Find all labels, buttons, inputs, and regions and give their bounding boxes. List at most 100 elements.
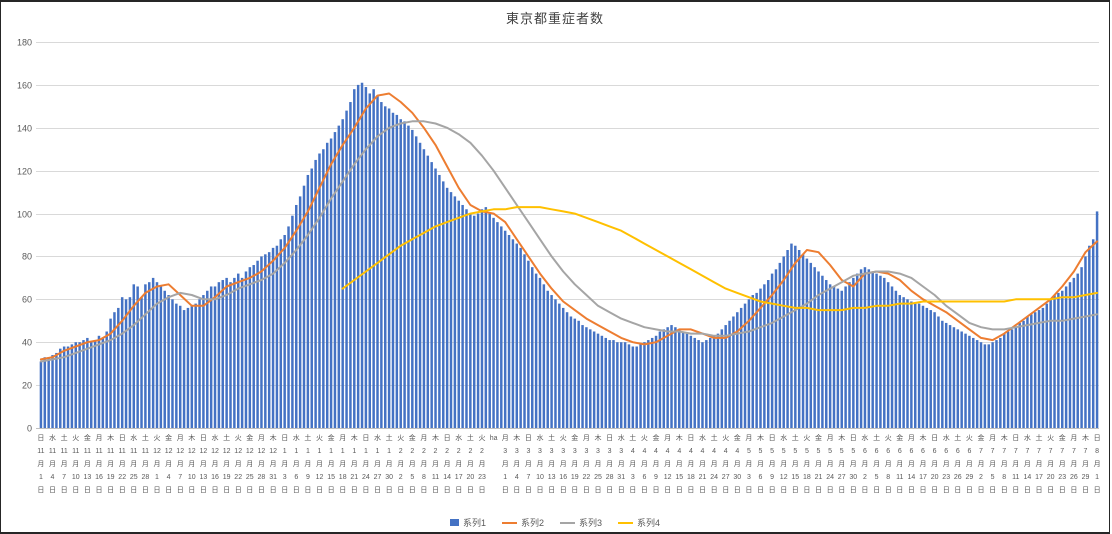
- bar[interactable]: [561, 307, 565, 428]
- bar[interactable]: [979, 342, 983, 428]
- bar[interactable]: [681, 331, 685, 429]
- bar[interactable]: [155, 282, 159, 428]
- bar[interactable]: [855, 273, 859, 428]
- bar[interactable]: [430, 162, 433, 428]
- bar[interactable]: [859, 269, 863, 428]
- bar[interactable]: [712, 335, 716, 428]
- bar[interactable]: [875, 273, 878, 428]
- bar[interactable]: [380, 102, 383, 428]
- bar[interactable]: [697, 340, 700, 428]
- bar[interactable]: [863, 267, 867, 428]
- bar[interactable]: [333, 132, 337, 428]
- bar[interactable]: [538, 277, 542, 428]
- bar[interactable]: [778, 262, 782, 428]
- bar[interactable]: [117, 307, 120, 428]
- bar[interactable]: [283, 235, 286, 428]
- bar[interactable]: [736, 312, 739, 428]
- bar[interactable]: [1022, 320, 1025, 428]
- bar[interactable]: [546, 290, 549, 428]
- legend-item-系列3[interactable]: 系列3: [560, 516, 602, 529]
- bar[interactable]: [933, 312, 936, 428]
- bar[interactable]: [194, 303, 197, 428]
- bar[interactable]: [264, 254, 267, 428]
- bar[interactable]: [844, 286, 847, 428]
- bar[interactable]: [267, 252, 271, 428]
- bar[interactable]: [74, 342, 77, 428]
- bar[interactable]: [1049, 299, 1052, 428]
- bar[interactable]: [395, 114, 399, 428]
- bar[interactable]: [256, 260, 259, 428]
- bar[interactable]: [817, 271, 820, 428]
- bar[interactable]: [93, 340, 97, 428]
- bar[interactable]: [767, 280, 770, 428]
- bar[interactable]: [109, 318, 112, 428]
- bar[interactable]: [747, 299, 751, 428]
- bar[interactable]: [407, 125, 410, 428]
- bar[interactable]: [325, 142, 329, 429]
- bar[interactable]: [678, 329, 681, 428]
- bar[interactable]: [403, 121, 406, 428]
- bar[interactable]: [322, 149, 325, 428]
- bar[interactable]: [701, 342, 704, 428]
- bar[interactable]: [693, 337, 696, 428]
- bar[interactable]: [852, 277, 855, 428]
- bar[interactable]: [906, 299, 909, 428]
- bar[interactable]: [105, 331, 108, 429]
- bar[interactable]: [600, 335, 604, 428]
- bar[interactable]: [418, 142, 422, 429]
- bar[interactable]: [442, 181, 445, 428]
- bar[interactable]: [531, 267, 534, 428]
- bar[interactable]: [573, 318, 577, 428]
- bar[interactable]: [217, 282, 221, 428]
- bar[interactable]: [596, 333, 600, 428]
- bar[interactable]: [496, 222, 499, 428]
- bar[interactable]: [89, 342, 93, 428]
- bar[interactable]: [434, 168, 437, 428]
- bar[interactable]: [813, 267, 816, 428]
- bar[interactable]: [952, 327, 956, 428]
- bar[interactable]: [1080, 267, 1083, 428]
- bar[interactable]: [480, 209, 484, 428]
- bar[interactable]: [1045, 303, 1049, 428]
- bar[interactable]: [581, 325, 584, 428]
- bar[interactable]: [743, 303, 747, 428]
- bar[interactable]: [140, 297, 143, 428]
- bar[interactable]: [329, 138, 333, 429]
- bar[interactable]: [894, 290, 898, 428]
- bar[interactable]: [97, 335, 101, 428]
- bar[interactable]: [647, 340, 650, 428]
- bar[interactable]: [631, 346, 635, 428]
- bar[interactable]: [190, 305, 194, 428]
- bar[interactable]: [782, 256, 785, 428]
- bar[interactable]: [279, 239, 283, 428]
- bar[interactable]: [879, 275, 882, 428]
- bar[interactable]: [1064, 286, 1068, 428]
- bar[interactable]: [751, 295, 754, 428]
- bar[interactable]: [720, 329, 724, 428]
- bar[interactable]: [565, 312, 569, 428]
- bar[interactable]: [368, 93, 372, 428]
- bar[interactable]: [101, 337, 105, 428]
- bar[interactable]: [306, 174, 310, 428]
- bar[interactable]: [759, 288, 762, 428]
- bar[interactable]: [449, 192, 453, 428]
- bar[interactable]: [554, 299, 557, 428]
- bar[interactable]: [426, 155, 430, 428]
- bar[interactable]: [941, 320, 944, 428]
- bar[interactable]: [500, 226, 503, 428]
- bar[interactable]: [825, 280, 828, 428]
- bar[interactable]: [1037, 310, 1041, 428]
- bar[interactable]: [650, 337, 654, 428]
- bar[interactable]: [983, 344, 987, 428]
- bar[interactable]: [39, 361, 43, 428]
- bar[interactable]: [171, 299, 174, 428]
- bar[interactable]: [70, 344, 74, 428]
- bar[interactable]: [848, 282, 851, 428]
- bar[interactable]: [182, 310, 186, 428]
- bar[interactable]: [589, 329, 592, 428]
- bar[interactable]: [1006, 331, 1010, 429]
- bar[interactable]: [898, 295, 902, 428]
- bar[interactable]: [221, 280, 224, 428]
- legend-item-系列2[interactable]: 系列2: [501, 516, 544, 529]
- bar[interactable]: [705, 340, 708, 428]
